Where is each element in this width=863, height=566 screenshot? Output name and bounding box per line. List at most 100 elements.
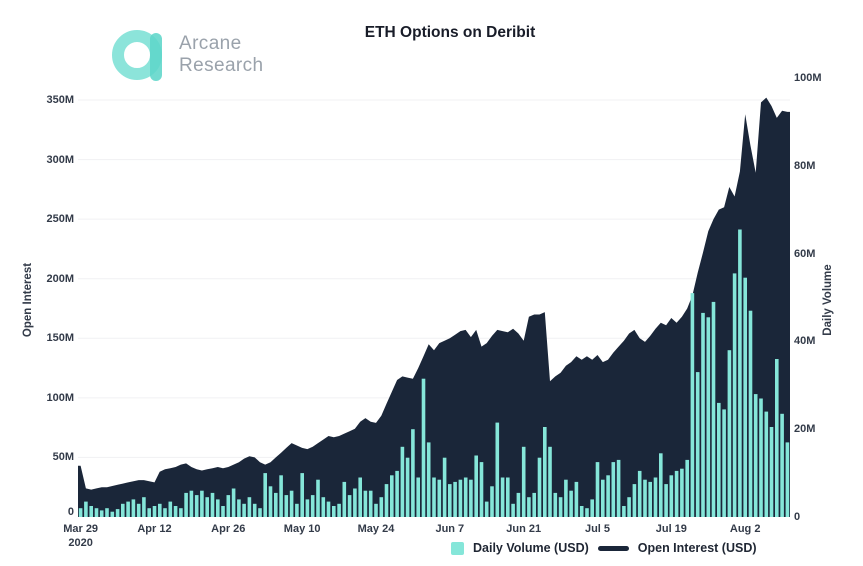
left-axis-tick-label: 200M (46, 272, 74, 285)
left-axis-tick-label: 300M (46, 153, 74, 166)
left-axis-tick-label: 250M (46, 213, 74, 226)
volume-bar (400, 446, 405, 517)
volume-bar (94, 508, 99, 517)
x-axis-tick-label: Aug 2 (729, 523, 761, 535)
volume-bar (205, 497, 209, 517)
volume-bar (179, 508, 183, 517)
volume-bar (411, 429, 415, 517)
volume-bar (469, 479, 473, 517)
volume-bar (390, 475, 394, 517)
volume-bar (353, 488, 357, 517)
volume-bar (516, 492, 521, 517)
arcane-logo-icon (112, 30, 162, 81)
volume-bar (722, 409, 726, 517)
volume-bar (237, 499, 241, 517)
volume-bar (332, 506, 336, 517)
volume-bar (337, 503, 341, 517)
chart-title: ETH Options on Deribit (364, 24, 536, 41)
volume-bar (701, 312, 705, 517)
volume-bar (484, 501, 489, 517)
volume-bar (126, 501, 130, 517)
left-axis-tick-label: 150M (46, 332, 74, 345)
volume-bar (432, 477, 436, 517)
volume-bar (274, 492, 278, 517)
volume-bar (548, 446, 552, 517)
volume-bar (147, 508, 151, 517)
volume-bar (448, 484, 452, 517)
right-axis-tick-label: 80M (794, 159, 816, 172)
volume-bar (163, 508, 167, 517)
volume-bar (263, 473, 267, 517)
volume-bar (685, 459, 689, 517)
volume-bar (363, 490, 368, 517)
volume-bar (463, 477, 468, 517)
right-axis-title: Daily Volume (822, 264, 834, 336)
right-axis-tick-label: 0 (794, 511, 801, 523)
volume-bar (226, 495, 231, 517)
volume-bar (395, 470, 399, 517)
volume-bar (543, 427, 547, 517)
volume-bar (316, 479, 320, 517)
volume-bar (258, 508, 262, 517)
x-axis-tick-label: Apr 26 (211, 523, 246, 535)
volume-bar (173, 506, 178, 517)
volume-bar (453, 481, 457, 517)
volume-bar (379, 497, 384, 517)
volume-bar (727, 350, 732, 517)
volume-bar (168, 501, 173, 517)
volume-bar (601, 479, 605, 517)
volume-bar (632, 484, 637, 517)
volume-bar (748, 310, 753, 517)
volume-bar (590, 499, 594, 517)
volume-bar (706, 317, 711, 517)
volume-bar (622, 506, 626, 517)
volume-bar (384, 484, 389, 517)
volume-bar (374, 503, 378, 517)
volume-bar (611, 462, 616, 517)
x-axis-tick-label: Mar 29 2020 (63, 523, 99, 549)
volume-bar (479, 462, 484, 517)
volume-bar (321, 497, 326, 517)
volume-bar (506, 477, 510, 517)
volume-bar (189, 490, 194, 517)
volume-bar (279, 475, 283, 517)
x-axis-tick-label: Jul 19 (655, 523, 687, 535)
volume-bar (221, 506, 225, 517)
volume-bar (527, 497, 531, 517)
logo-line2: Research (179, 55, 264, 76)
volume-bar (326, 501, 331, 517)
volume-bar (295, 503, 299, 517)
x-axis-tick-label: May 10 (283, 523, 321, 535)
volume-bar (769, 427, 774, 517)
x-axis-tick-label: Apr 12 (137, 523, 172, 535)
volume-bar (653, 477, 658, 517)
volume-bar (194, 495, 199, 517)
volume-bar (664, 484, 668, 517)
volume-bar (585, 508, 589, 517)
right-axis-tick-label: 20M (794, 423, 816, 436)
volume-bar (564, 479, 568, 517)
volume-bar (759, 398, 763, 517)
volume-bar (637, 470, 642, 517)
volume-bar (136, 503, 141, 517)
volume-bar (648, 481, 652, 517)
volume-bar (158, 503, 162, 517)
volume-bar (785, 442, 790, 517)
volume-bar (711, 301, 716, 517)
x-axis-tick-label: Jun 21 (506, 523, 542, 535)
volume-bar (738, 229, 742, 517)
volume-bar (358, 477, 362, 517)
volume-bar (405, 457, 410, 517)
volume-bar (690, 293, 695, 517)
volume-bar (680, 468, 684, 517)
volume-bar (743, 277, 747, 517)
volume-bar (115, 509, 120, 517)
daily-volume-swatch-icon (451, 541, 464, 555)
logo-line1: Arcane (179, 33, 242, 54)
volume-bar (110, 511, 115, 517)
volume-bar (289, 490, 294, 517)
open-interest-area (78, 97, 790, 517)
volume-bar (616, 459, 621, 517)
volume-bar (569, 490, 573, 517)
volume-bar (437, 479, 442, 517)
